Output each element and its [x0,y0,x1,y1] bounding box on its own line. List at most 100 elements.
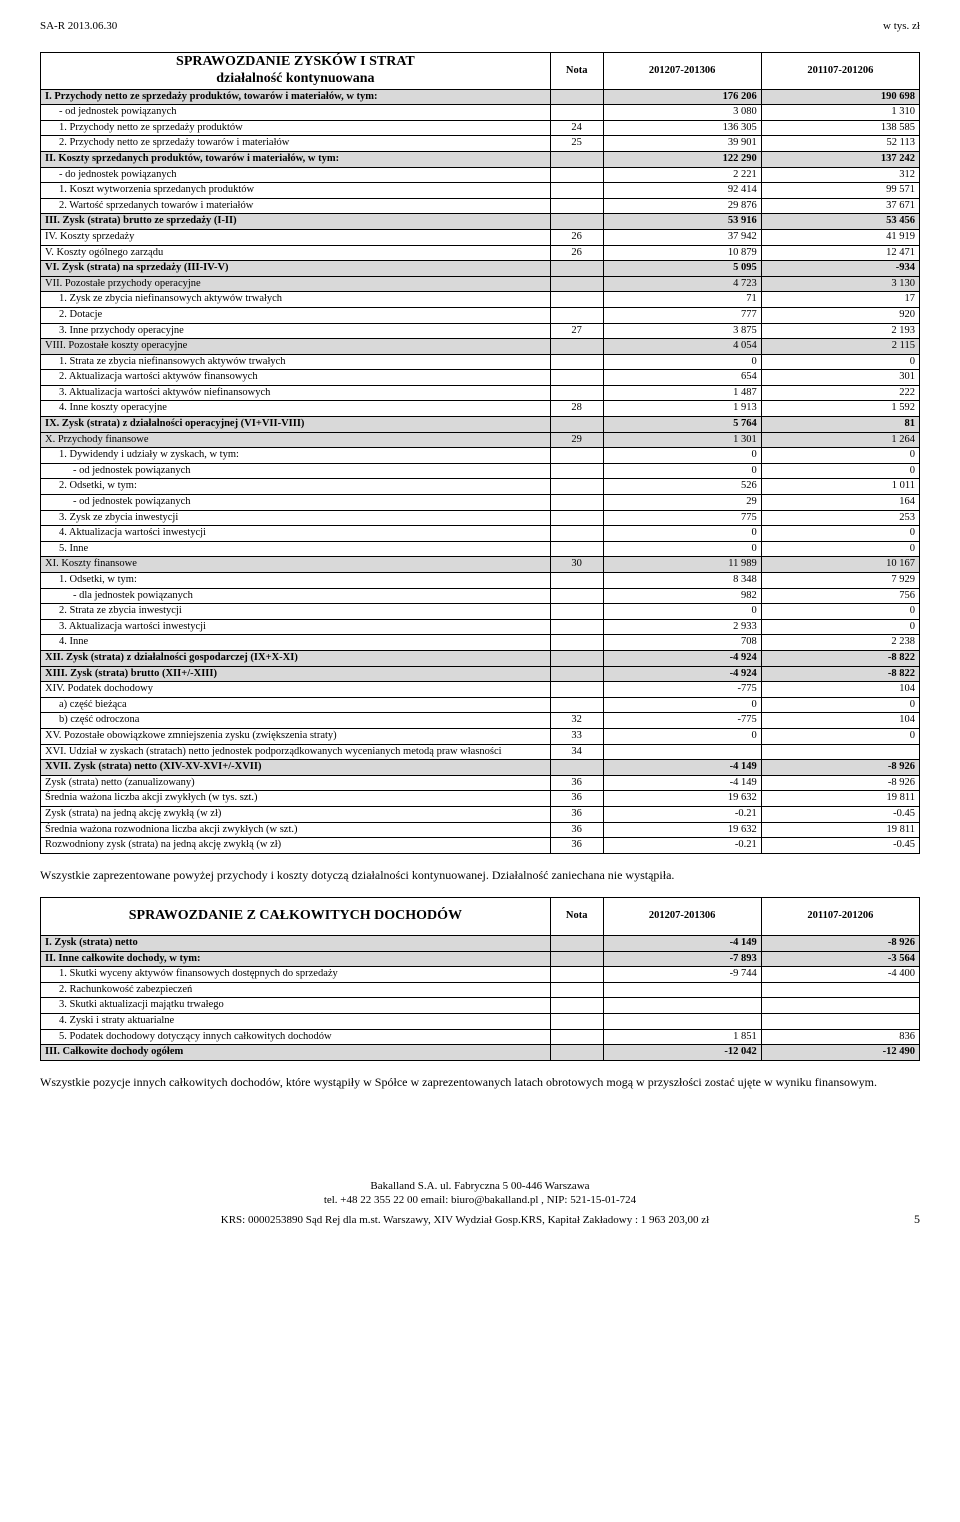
footer-line3: KRS: 0000253890 Sąd Rej dla m.st. Warsza… [40,1214,890,1228]
row-label: VII. Pozostałe przychody operacyjne [41,276,551,292]
table-row: 2. Odsetki, w tym:5261 011 [41,479,920,495]
row-value-2 [761,744,919,760]
row-label: VI. Zysk (strata) na sprzedaży (III-IV-V… [41,261,551,277]
row-value-2: -0.45 [761,838,919,854]
row-nota [550,604,603,620]
table-row: 1. Przychody netto ze sprzedaży produktó… [41,120,920,136]
row-value-2: 0 [761,354,919,370]
table-row: V. Koszty ogólnego zarządu2610 87912 471 [41,245,920,261]
row-nota [550,198,603,214]
row-value-2: 0 [761,697,919,713]
row-label: I. Zysk (strata) netto [41,936,551,952]
table-row: 1. Strata ze zbycia niefinansowych aktyw… [41,354,920,370]
table-row: III. Całkowite dochody ogółem-12 042-12 … [41,1045,920,1061]
row-value-2: 312 [761,167,919,183]
table-row: II. Koszty sprzedanych produktów, towaró… [41,151,920,167]
row-nota [550,1014,603,1030]
row-nota [550,167,603,183]
row-label: 1. Skutki wyceny aktywów finansowych dos… [41,967,551,983]
row-label: II. Koszty sprzedanych produktów, towaró… [41,151,551,167]
table-row: 1. Skutki wyceny aktywów finansowych dos… [41,967,920,983]
row-value-1: 526 [603,479,761,495]
row-value-1: 39 901 [603,136,761,152]
table1-title: SPRAWOZDANIE ZYSKÓW I STRAT działalność … [41,53,551,90]
row-value-2: 37 671 [761,198,919,214]
row-label: 1. Odsetki, w tym: [41,573,551,589]
row-value-1: 0 [603,541,761,557]
row-nota [550,650,603,666]
table-row: 1. Dywidendy i udziały w zyskach, w tym:… [41,448,920,464]
row-label: XI. Koszty finansowe [41,557,551,573]
table1-title-line2: działalność kontynuowana [216,71,374,86]
table-row: VI. Zysk (strata) na sprzedaży (III-IV-V… [41,261,920,277]
row-label: 1. Przychody netto ze sprzedaży produktó… [41,120,551,136]
table2-header-row: SPRAWOZDANIE Z CAŁKOWITYCH DOCHODÓW Nota… [41,898,920,936]
table-row: 3. Aktualizacja wartości aktywów niefina… [41,385,920,401]
table-row: XVI. Udział w zyskach (stratach) netto j… [41,744,920,760]
row-label: XVI. Udział w zyskach (stratach) netto j… [41,744,551,760]
table-row: 4. Inne7082 238 [41,635,920,651]
row-nota: 36 [550,791,603,807]
row-label: - od jednostek powiązanych [41,495,551,511]
row-nota [550,339,603,355]
row-value-1: 8 348 [603,573,761,589]
row-value-2: 164 [761,495,919,511]
row-nota [550,760,603,776]
row-label: II. Inne całkowite dochody, w tym: [41,951,551,967]
table-row: - od jednostek powiązanych3 0801 310 [41,105,920,121]
table-row: XII. Zysk (strata) z działalności gospod… [41,650,920,666]
table-row: 2. Przychody netto ze sprzedaży towarów … [41,136,920,152]
row-nota [550,448,603,464]
row-label: Średnia ważona liczba akcji zwykłych (w … [41,791,551,807]
row-value-2: 836 [761,1029,919,1045]
row-value-1: -9 744 [603,967,761,983]
row-value-1: 0 [603,604,761,620]
row-value-2: -0.45 [761,806,919,822]
row-value-1 [603,744,761,760]
row-label: 2. Strata ze zbycia inwestycji [41,604,551,620]
row-nota [550,261,603,277]
row-label: 3. Skutki aktualizacji majątku trwałego [41,998,551,1014]
paragraph-1: Wszystkie zaprezentowane powyżej przycho… [40,868,920,884]
row-value-1: 982 [603,588,761,604]
row-value-1: 1 851 [603,1029,761,1045]
table-row: 2. Wartość sprzedanych towarów i materia… [41,198,920,214]
row-value-2: 2 115 [761,339,919,355]
row-value-1: 29 [603,495,761,511]
table-row: Średnia ważona rozwodniona liczba akcji … [41,822,920,838]
row-nota: 36 [550,822,603,838]
table-row: 4. Zyski i straty aktuarialne [41,1014,920,1030]
table-row: XIII. Zysk (strata) brutto (XII+/-XIII)-… [41,666,920,682]
row-value-1: -775 [603,682,761,698]
col-period2-hdr: 201107-201206 [761,53,919,90]
row-label: Zysk (strata) netto (zanualizowany) [41,775,551,791]
header-right: w tys. zł [883,20,920,32]
page-header: SA-R 2013.06.30 w tys. zł [40,20,920,32]
table-row: XIV. Podatek dochodowy-775104 [41,682,920,698]
table-row: I. Przychody netto ze sprzedaży produktó… [41,89,920,105]
row-value-2: 81 [761,417,919,433]
row-value-1: 0 [603,354,761,370]
row-value-1: 0 [603,697,761,713]
footer-line2: tel. +48 22 355 22 00 email: biuro@bakal… [40,1194,920,1208]
row-value-2: 137 242 [761,151,919,167]
row-value-1: 53 916 [603,214,761,230]
row-value-1: 1 301 [603,432,761,448]
row-label: a) część bieżąca [41,697,551,713]
table-row: Średnia ważona liczba akcji zwykłych (w … [41,791,920,807]
row-value-1: 0 [603,728,761,744]
row-value-1: 71 [603,292,761,308]
table2-title: SPRAWOZDANIE Z CAŁKOWITYCH DOCHODÓW [41,898,551,936]
row-value-2: 1 264 [761,432,919,448]
row-label: XV. Pozostałe obowiązkowe zmniejszenia z… [41,728,551,744]
row-label: I. Przychody netto ze sprzedaży produktó… [41,89,551,105]
row-value-1: 11 989 [603,557,761,573]
row-value-2: 19 811 [761,822,919,838]
row-value-2: 0 [761,463,919,479]
row-label: Rozwodniony zysk (strata) na jedną akcję… [41,838,551,854]
row-value-1: 2 221 [603,167,761,183]
row-value-1: 654 [603,370,761,386]
row-nota: 24 [550,120,603,136]
row-label: 2. Aktualizacja wartości aktywów finanso… [41,370,551,386]
row-value-1 [603,998,761,1014]
